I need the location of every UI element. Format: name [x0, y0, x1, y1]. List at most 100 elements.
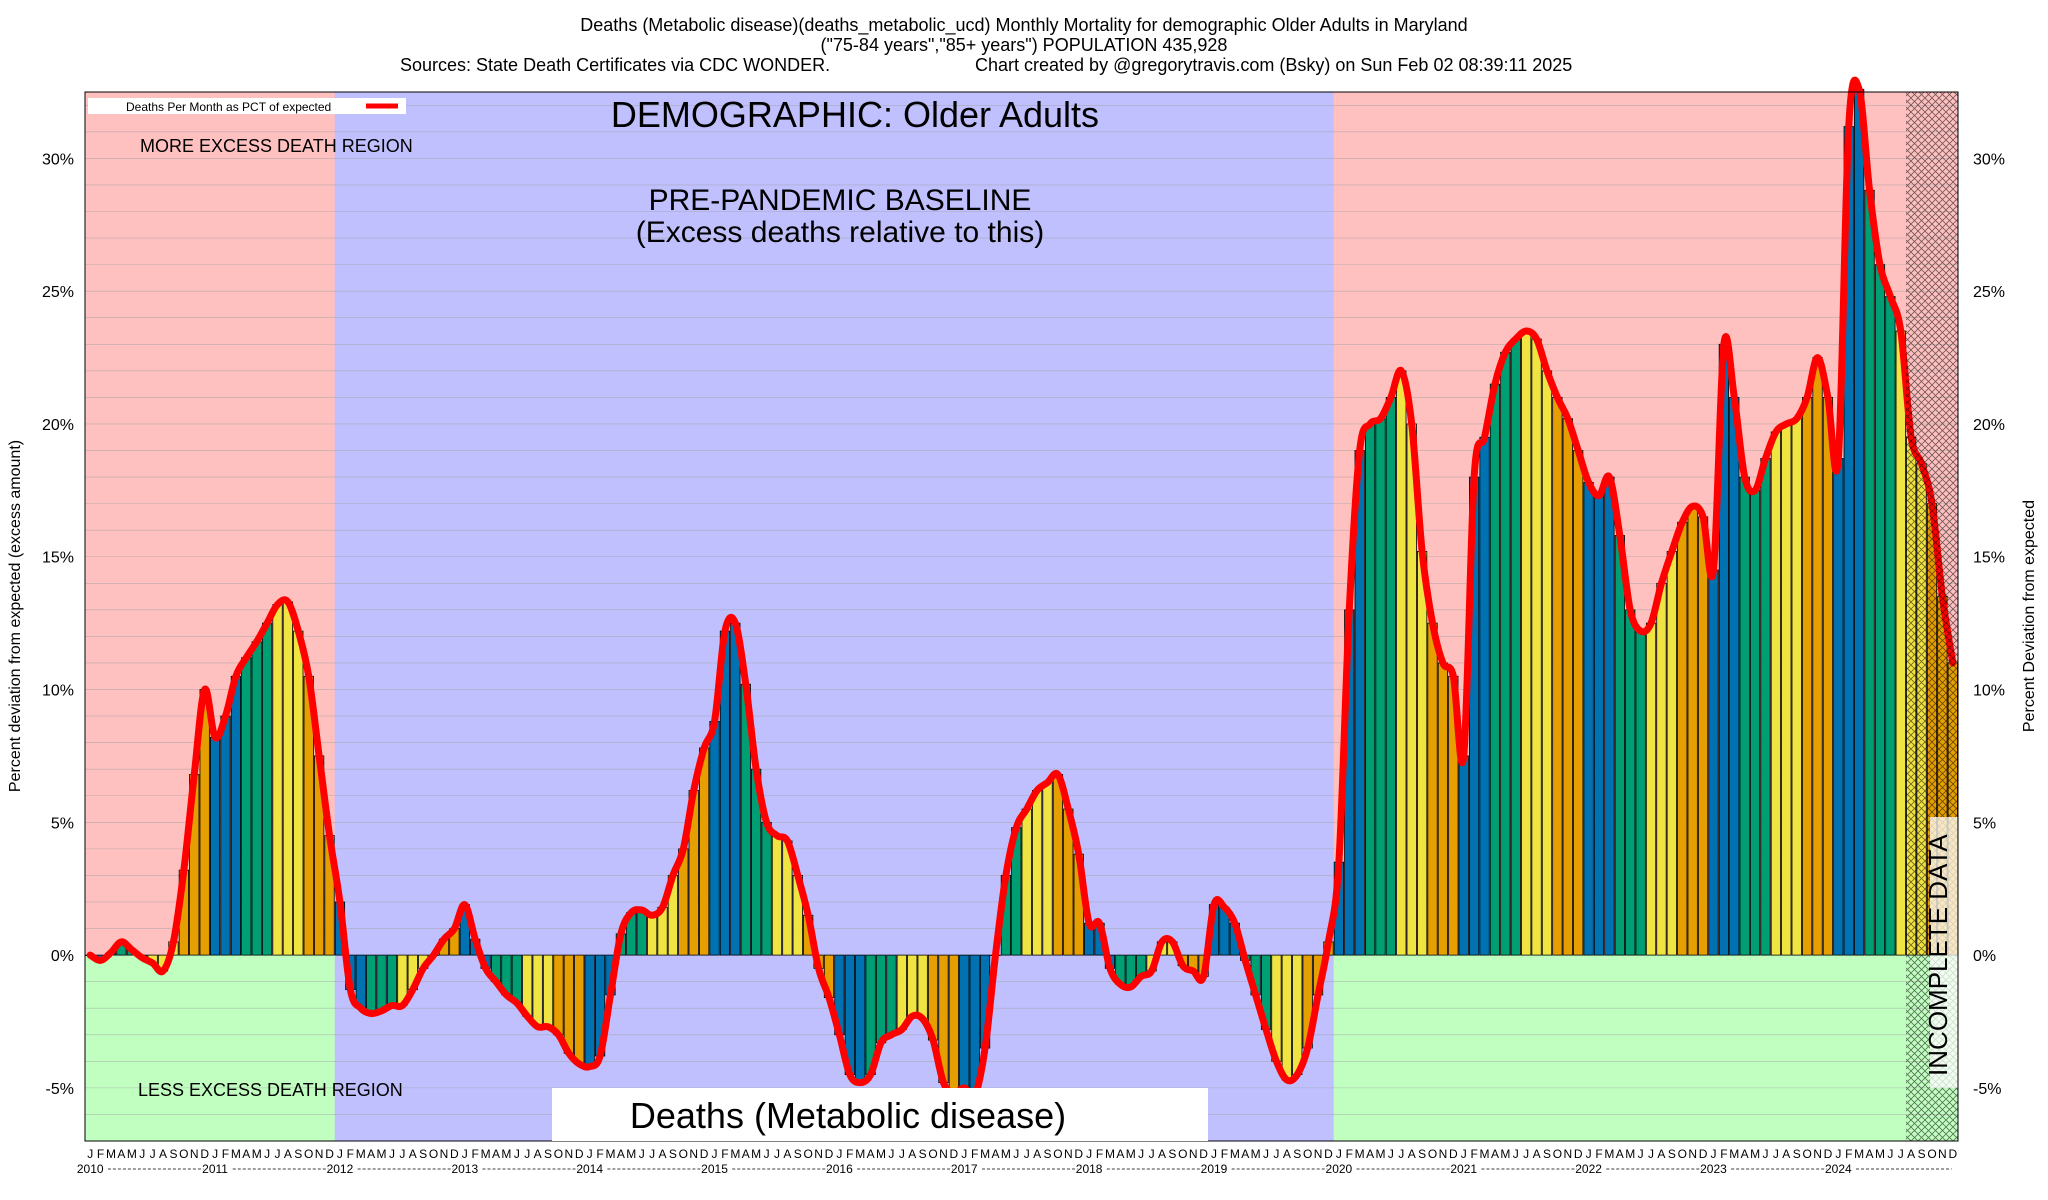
- x-month-label: J: [888, 1147, 894, 1161]
- x-month-label: A: [1741, 1147, 1749, 1161]
- y-axis-label-right: Percent Deviation from expected: [2021, 500, 2038, 732]
- x-month-label: M: [1001, 1147, 1011, 1161]
- bar: [1656, 582, 1667, 956]
- bar: [1854, 88, 1865, 956]
- bar: [209, 736, 221, 956]
- x-month-label: M: [377, 1147, 387, 1161]
- x-month-label: N: [315, 1147, 324, 1161]
- y-tick-label-right: 10%: [1973, 683, 2005, 700]
- x-month-label: J: [275, 1147, 281, 1161]
- bar: [917, 954, 928, 1020]
- bar: [1677, 521, 1688, 956]
- x-month-label: J: [1638, 1147, 1644, 1161]
- x-month-label: N: [1938, 1147, 1947, 1161]
- credit-note: Chart created by @gregorytravis.com (Bsk…: [975, 55, 1572, 75]
- x-month-label: O: [804, 1147, 813, 1161]
- x-month-label: A: [534, 1147, 542, 1161]
- bar: [1479, 436, 1490, 956]
- x-month-label: J: [1263, 1147, 1269, 1161]
- x-month-label: J: [1762, 1147, 1768, 1161]
- x-month-label: S: [1793, 1147, 1801, 1161]
- x-month-label: M: [1126, 1147, 1136, 1161]
- x-month-label: O: [554, 1147, 563, 1161]
- x-month-label: M: [1750, 1147, 1760, 1161]
- x-month-label: A: [409, 1147, 417, 1161]
- bar: [1614, 535, 1625, 956]
- bar: [1729, 397, 1740, 956]
- x-month-label: M: [501, 1147, 511, 1161]
- bar: [1396, 370, 1407, 956]
- y-tick-label-left: 10%: [42, 683, 74, 700]
- incomplete-overlay: INCOMPLETE DATA: [1905, 92, 1964, 1141]
- y-tick-label-left: 30%: [42, 151, 74, 168]
- x-month-label: D: [1324, 1147, 1333, 1161]
- bar: [553, 954, 564, 1036]
- x-month-label: D: [1824, 1147, 1833, 1161]
- x-month-label: N: [565, 1147, 574, 1161]
- bar: [907, 954, 918, 1017]
- bar: [896, 954, 907, 1030]
- bars-group: [85, 88, 1958, 1097]
- x-month-label: J: [264, 1147, 270, 1161]
- demographic-label: DEMOGRAPHIC: Older Adults: [611, 94, 1099, 135]
- x-month-label: M: [1375, 1147, 1385, 1161]
- x-year-label: 2024: [1825, 1162, 1852, 1176]
- chart-subtitle: ("75-84 years","85+ years") POPULATION 4…: [821, 35, 1228, 55]
- x-month-label: N: [1189, 1147, 1198, 1161]
- y-tick-label-left: 20%: [42, 417, 74, 434]
- bar: [1032, 790, 1043, 956]
- bar: [1822, 397, 1834, 956]
- bar: [1281, 954, 1292, 1081]
- x-month-label: S: [1293, 1147, 1301, 1161]
- incomplete-label: INCOMPLETE DATA: [1923, 834, 1953, 1076]
- bar: [1583, 481, 1594, 956]
- bar: [1437, 662, 1449, 956]
- x-month-label: A: [117, 1147, 125, 1161]
- bar: [1541, 370, 1553, 956]
- x-month-label: N: [190, 1147, 199, 1161]
- bar: [771, 835, 783, 956]
- x-month-label: S: [419, 1147, 427, 1161]
- x-month-label: M: [1604, 1147, 1614, 1161]
- x-month-label: A: [659, 1147, 667, 1161]
- bar: [761, 821, 772, 956]
- x-month-label: O: [1303, 1147, 1312, 1161]
- bar: [220, 715, 231, 956]
- x-month-label: S: [669, 1147, 677, 1161]
- x-year-label: 2012: [327, 1162, 354, 1176]
- x-month-label: N: [1813, 1147, 1822, 1161]
- x-month-label: J: [587, 1147, 593, 1161]
- bar: [542, 954, 554, 1028]
- x-month-label: F: [1470, 1147, 1477, 1161]
- x-month-label: J: [899, 1147, 905, 1161]
- bar: [1864, 189, 1875, 956]
- bar: [1500, 351, 1511, 956]
- x-month-label: F: [721, 1147, 728, 1161]
- x-month-label: D: [700, 1147, 709, 1161]
- x-month-label: J: [1138, 1147, 1144, 1161]
- bar: [1770, 431, 1782, 956]
- x-month-label: D: [1199, 1147, 1208, 1161]
- bar: [1021, 808, 1032, 956]
- bar: [636, 909, 647, 956]
- y-tick-label-right: 30%: [1973, 151, 2005, 168]
- x-month-label: J: [514, 1147, 520, 1161]
- sources-note: Sources: State Death Certificates via CD…: [400, 55, 830, 75]
- x-month-label: A: [1158, 1147, 1166, 1161]
- x-month-label: F: [846, 1147, 853, 1161]
- x-month-label: A: [1533, 1147, 1541, 1161]
- y-tick-label-right: 25%: [1973, 284, 2005, 301]
- bar: [366, 954, 377, 1014]
- x-month-label: A: [1283, 1147, 1291, 1161]
- y-tick-label-left: 15%: [42, 550, 74, 567]
- x-month-label: M: [855, 1147, 865, 1161]
- x-month-label: M: [1105, 1147, 1115, 1161]
- x-year-label: 2018: [1076, 1162, 1103, 1176]
- chart-title: Deaths (Metabolic disease)(deaths_metabo…: [580, 15, 1467, 36]
- x-month-label: J: [337, 1147, 343, 1161]
- bar: [1521, 330, 1532, 956]
- x-month-label: D: [450, 1147, 459, 1161]
- bar: [230, 675, 241, 956]
- x-month-label: J: [961, 1147, 967, 1161]
